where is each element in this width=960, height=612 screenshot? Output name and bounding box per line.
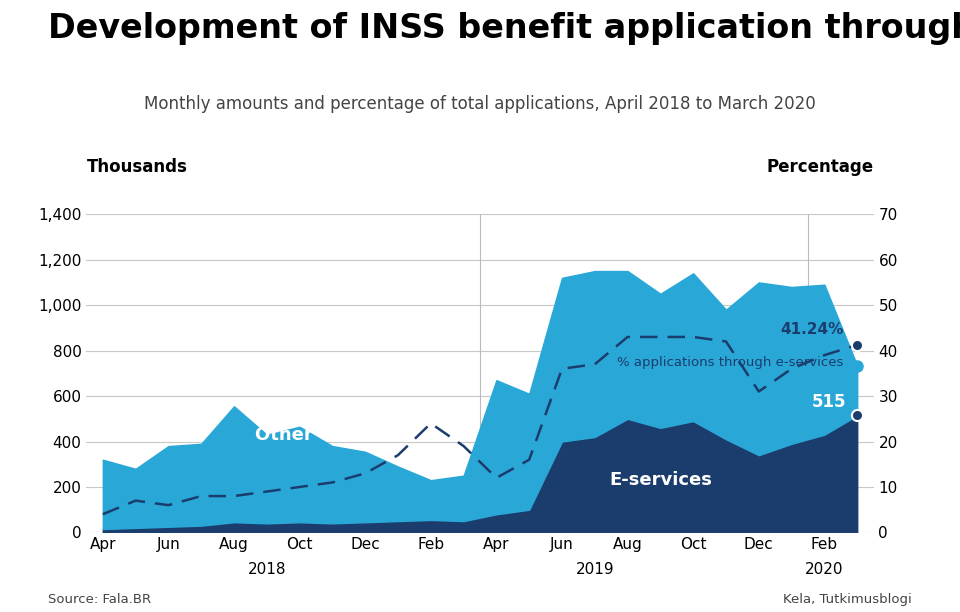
Text: % applications through e-services: % applications through e-services <box>617 356 843 369</box>
Text: Other channels: Other channels <box>255 426 409 444</box>
Text: Percentage: Percentage <box>766 158 874 176</box>
Text: 515: 515 <box>811 393 846 411</box>
Text: Development of INSS benefit application through e-services: Development of INSS benefit application … <box>48 12 960 45</box>
Text: 2019: 2019 <box>575 562 614 577</box>
Text: Source: Fala.BR: Source: Fala.BR <box>48 593 151 606</box>
Text: Kela, Tutkimusblogi: Kela, Tutkimusblogi <box>783 593 912 606</box>
Text: 2018: 2018 <box>248 562 286 577</box>
Text: E-services: E-services <box>609 471 711 489</box>
Text: 734: 734 <box>811 343 846 362</box>
Text: 41.24%: 41.24% <box>780 322 843 337</box>
Text: 2020: 2020 <box>805 562 844 577</box>
Text: Monthly amounts and percentage of total applications, April 2018 to March 2020: Monthly amounts and percentage of total … <box>144 95 816 113</box>
Text: Thousands: Thousands <box>86 158 187 176</box>
